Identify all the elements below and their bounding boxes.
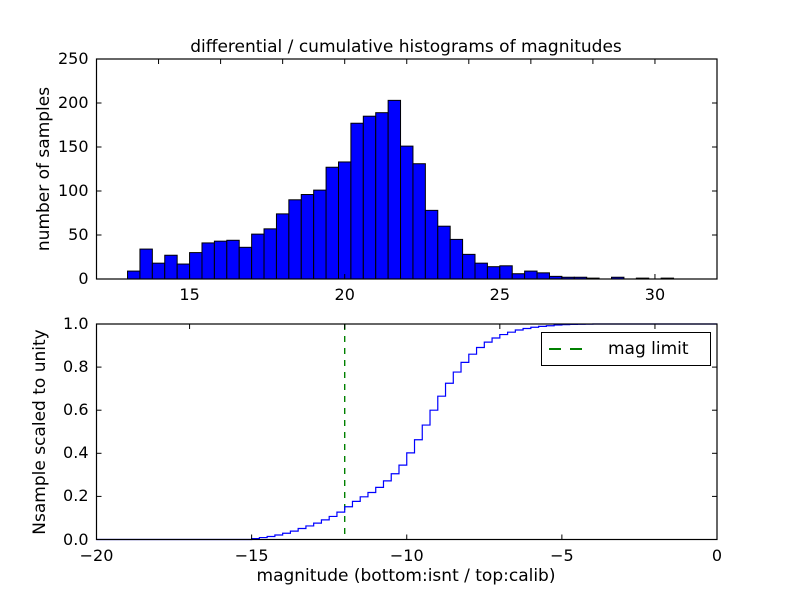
- histogram-bar: [486, 266, 501, 280]
- x-tick-label: 20: [334, 285, 355, 304]
- histogram-bar: [400, 145, 414, 280]
- cumulative-curve: [96, 323, 717, 541]
- axes-spines: [95, 323, 718, 541]
- x-tick-label: 15: [179, 285, 200, 304]
- histogram-bar: [288, 199, 302, 280]
- histogram-bar: [164, 254, 178, 280]
- x-axis-label: magnitude (bottom:isnt / top:calib): [256, 566, 556, 586]
- legend-label: mag limit: [608, 339, 689, 359]
- histogram-bar: [362, 115, 377, 280]
- histogram-bar: [412, 163, 426, 280]
- y-tick-label: 0.0: [63, 529, 89, 549]
- y-tick-label: 200: [57, 93, 89, 112]
- y-tick-label: 0: [78, 269, 89, 288]
- histogram-bar: [387, 99, 402, 280]
- x-tick-label: −10: [389, 545, 424, 565]
- histogram-bar: [375, 112, 389, 280]
- histogram-bar: [251, 233, 265, 280]
- histogram-bar: [127, 270, 141, 280]
- legend: mag limit: [541, 332, 711, 366]
- histogram-bar: [139, 248, 153, 280]
- y-tick-label: 0.8: [63, 357, 89, 377]
- histogram-bar: [474, 262, 488, 280]
- histogram-bar: [536, 272, 550, 280]
- x-tick-label: −15: [234, 545, 269, 565]
- histogram-bar: [189, 252, 203, 280]
- y-tick-label: 50: [68, 225, 89, 244]
- x-tick-label: 0: [711, 545, 723, 565]
- histogram-bar: [275, 213, 290, 280]
- chart-title: differential / cumulative histograms of …: [190, 37, 622, 57]
- bottom-y-axis-label: Nsample scaled to unity: [30, 329, 50, 535]
- histogram-bar: [263, 228, 277, 280]
- y-tick-label: 0.6: [63, 400, 89, 420]
- y-tick-label: 100: [57, 181, 89, 200]
- y-tick-label: 1.0: [63, 314, 89, 333]
- histogram-bar: [524, 270, 538, 280]
- histogram-bar: [499, 265, 513, 280]
- histogram-bar: [462, 253, 476, 280]
- histogram-bar: [350, 122, 364, 280]
- histogram-bar: [238, 246, 253, 280]
- y-tick-label: 250: [57, 49, 89, 68]
- histogram-bar: [325, 166, 339, 280]
- histogram-bar: [313, 189, 327, 280]
- histogram-bar: [201, 242, 215, 280]
- y-tick-label: 150: [57, 137, 89, 156]
- top-y-axis-label: number of samples: [34, 86, 54, 252]
- histogram-bar: [449, 238, 464, 280]
- histogram-bar: [511, 273, 526, 280]
- x-tick-label: −5: [550, 545, 574, 565]
- axes-spines: [95, 58, 718, 280]
- x-tick-label: 25: [489, 285, 510, 304]
- histogram-bar: [338, 161, 352, 280]
- histogram-bar: [151, 262, 166, 280]
- histogram-bar: [176, 263, 191, 280]
- legend-dash-sample: [549, 348, 588, 350]
- histogram-bar: [213, 240, 228, 280]
- x-tick-label: −20: [79, 545, 114, 565]
- histogram-bar: [437, 225, 451, 280]
- histogram-bar: [300, 194, 315, 280]
- x-tick-label: 30: [644, 285, 666, 304]
- histogram-bar: [226, 239, 240, 280]
- y-tick-label: 0.4: [63, 443, 89, 463]
- y-tick-label: 0.2: [63, 486, 89, 506]
- histogram-bar: [424, 209, 439, 280]
